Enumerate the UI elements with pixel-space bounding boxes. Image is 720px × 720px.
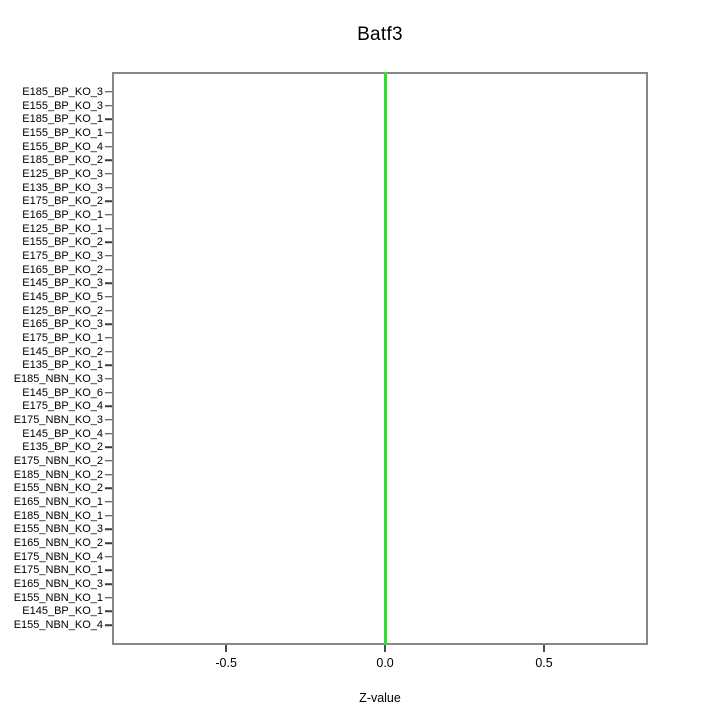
- y-axis-tick: [105, 528, 112, 531]
- y-axis-tick: [105, 364, 112, 367]
- zero-reference-line: [383, 72, 387, 645]
- y-axis-category-label: E155_NBN_KO_2: [13, 482, 103, 495]
- y-axis-category-label: E165_BP_KO_3: [22, 318, 103, 331]
- y-axis-tick: [105, 350, 112, 353]
- y-axis-tick: [105, 309, 112, 312]
- y-axis-tick: [105, 569, 112, 572]
- y-axis-tick: [105, 241, 112, 243]
- y-axis-tick: [105, 104, 112, 107]
- x-axis-tick: [384, 645, 387, 652]
- y-axis-tick: [105, 419, 112, 421]
- y-axis-tick: [105, 282, 112, 284]
- y-axis-category-label: E155_NBN_KO_3: [13, 523, 103, 536]
- y-axis-category-label: E175_NBN_KO_3: [13, 413, 103, 426]
- y-axis-tick: [105, 323, 112, 325]
- y-axis-category-label: E145_BP_KO_6: [22, 386, 103, 399]
- y-axis-category-label: E175_NBN_KO_2: [13, 454, 103, 467]
- y-axis-category-label: E125_BP_KO_2: [22, 304, 103, 317]
- x-axis-tick: [543, 645, 546, 652]
- y-axis-tick: [105, 378, 112, 380]
- y-axis-category-label: E155_BP_KO_4: [22, 140, 103, 153]
- y-axis-category-label: E155_NBN_KO_1: [13, 591, 103, 604]
- y-axis-category-label: E155_NBN_KO_4: [13, 619, 103, 632]
- y-axis-category-label: E155_BP_KO_2: [22, 236, 103, 249]
- y-axis-tick: [105, 514, 112, 517]
- y-axis-category-label: E145_BP_KO_1: [22, 605, 103, 618]
- y-axis-category-label: E155_BP_KO_1: [22, 126, 103, 139]
- y-axis-category-label: E175_NBN_KO_4: [13, 550, 103, 563]
- y-axis-tick: [105, 446, 112, 449]
- y-axis-tick: [105, 118, 112, 120]
- y-axis-category-label: E135_BP_KO_3: [22, 181, 103, 194]
- y-axis-tick: [105, 255, 112, 257]
- y-axis-category-label: E145_BP_KO_3: [22, 277, 103, 290]
- y-axis-tick: [105, 173, 112, 175]
- x-axis-tick-label: -0.5: [215, 656, 237, 670]
- y-axis-category-label: E185_NBN_KO_1: [13, 509, 103, 522]
- y-axis-tick: [105, 145, 112, 148]
- chart-title: Batf3: [357, 24, 403, 45]
- y-axis-tick: [105, 596, 112, 599]
- y-axis-category-label: E145_BP_KO_2: [22, 345, 103, 358]
- y-axis-category-label: E135_BP_KO_2: [22, 441, 103, 454]
- y-axis-tick: [105, 487, 112, 490]
- y-axis-tick: [105, 337, 112, 339]
- y-axis-tick: [105, 542, 112, 544]
- y-axis-category-label: E185_NBN_KO_2: [13, 468, 103, 481]
- y-axis-category-label: E165_NBN_KO_3: [13, 578, 103, 591]
- y-axis-tick: [105, 91, 112, 93]
- y-axis-category-label: E175_BP_KO_4: [22, 400, 103, 413]
- y-axis-tick: [105, 583, 112, 585]
- y-axis-tick: [105, 460, 112, 462]
- y-axis-tick: [105, 227, 112, 230]
- y-axis-category-label: E185_BP_KO_3: [22, 85, 103, 98]
- y-axis-category-label: E125_BP_KO_3: [22, 167, 103, 180]
- x-axis-title: Z-value: [359, 691, 401, 705]
- y-axis-category-label: E145_BP_KO_5: [22, 290, 103, 303]
- y-axis-tick: [105, 432, 112, 435]
- y-axis-category-label: E175_NBN_KO_1: [13, 564, 103, 577]
- y-axis-category-label: E185_NBN_KO_3: [13, 372, 103, 385]
- y-axis-category-label: E125_BP_KO_1: [22, 222, 103, 235]
- y-axis-category-label: E165_BP_KO_1: [22, 208, 103, 221]
- y-axis-tick: [105, 200, 112, 202]
- y-axis-category-label: E165_BP_KO_2: [22, 263, 103, 276]
- y-axis-category-label: E145_BP_KO_4: [22, 427, 103, 440]
- plot-frame: [112, 72, 648, 645]
- y-axis-tick: [105, 159, 112, 161]
- y-axis-category-label: E165_NBN_KO_1: [13, 495, 103, 508]
- x-axis-tick-label: 0.5: [535, 656, 553, 670]
- y-axis-tick: [105, 296, 112, 298]
- y-axis-category-label: E135_BP_KO_1: [22, 359, 103, 372]
- y-axis-category-label: E155_BP_KO_3: [22, 99, 103, 112]
- y-axis-tick: [105, 391, 112, 394]
- x-axis-tick: [225, 645, 228, 652]
- y-axis-category-label: E185_BP_KO_2: [22, 154, 103, 167]
- y-axis-tick: [105, 186, 112, 189]
- y-axis-tick: [105, 555, 112, 558]
- y-axis-tick: [105, 405, 112, 408]
- y-axis-tick: [105, 501, 112, 503]
- y-axis-category-label: E185_BP_KO_1: [22, 113, 103, 126]
- y-axis-category-label: E175_BP_KO_1: [22, 331, 103, 344]
- y-axis-tick: [105, 268, 112, 271]
- y-axis-tick: [105, 473, 112, 476]
- y-axis-category-label: E165_NBN_KO_2: [13, 537, 103, 549]
- x-axis-tick-label: 0.0: [376, 656, 394, 670]
- y-axis-tick: [105, 624, 112, 626]
- y-axis-tick: [105, 132, 112, 134]
- y-axis-tick: [105, 610, 112, 613]
- y-axis-category-label: E175_BP_KO_3: [22, 249, 103, 262]
- y-axis-category-label: E175_BP_KO_2: [22, 195, 103, 208]
- y-axis-tick: [105, 214, 112, 216]
